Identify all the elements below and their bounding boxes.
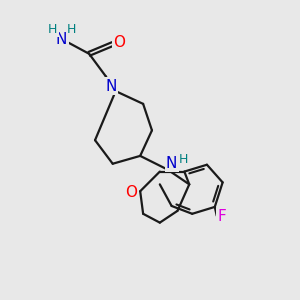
Text: H: H xyxy=(48,23,58,36)
Text: O: O xyxy=(114,34,126,50)
Text: H: H xyxy=(67,23,76,36)
Text: N: N xyxy=(105,79,116,94)
Text: O: O xyxy=(125,185,137,200)
Text: F: F xyxy=(217,209,226,224)
Text: N: N xyxy=(56,32,68,46)
Text: H: H xyxy=(179,153,188,166)
Text: N: N xyxy=(166,156,177,171)
